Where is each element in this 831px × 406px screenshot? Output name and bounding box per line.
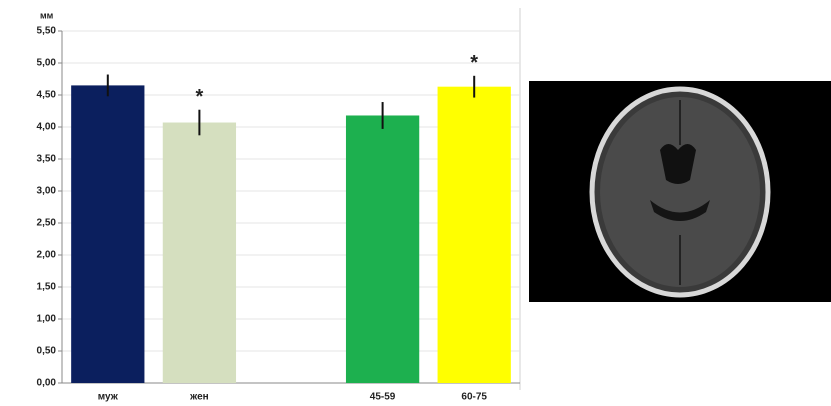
y-tick-label: 3,50 — [37, 154, 57, 165]
y-tick-label: 2,00 — [37, 250, 57, 261]
y-tick-label: 5,00 — [37, 58, 57, 69]
x-tick-label: 45-59 — [370, 392, 396, 403]
bar — [437, 86, 511, 384]
bar — [345, 115, 420, 383]
y-tick-label: 4,00 — [37, 122, 57, 133]
y-tick-label: 0,50 — [37, 346, 57, 357]
y-tick-label: 1,00 — [37, 314, 57, 325]
significance-mark: * — [470, 52, 478, 74]
y-tick-label: 0,00 — [37, 378, 57, 389]
y-tick-label: 5,50 — [37, 26, 57, 37]
y-tick-label: 2,50 — [37, 218, 57, 229]
significance-mark: * — [196, 86, 204, 108]
x-tick-label: муж — [98, 392, 119, 403]
y-axis-unit: мм — [40, 10, 54, 20]
y-tick-label: 4,50 — [37, 90, 57, 101]
x-tick-label: 60-75 — [461, 392, 487, 403]
bar — [71, 85, 145, 384]
y-tick-label: 3,00 — [37, 186, 57, 197]
brain-scan — [529, 81, 831, 302]
x-tick-label: жен — [189, 392, 209, 403]
y-tick-label: 1,50 — [37, 282, 57, 293]
bar — [162, 122, 237, 384]
